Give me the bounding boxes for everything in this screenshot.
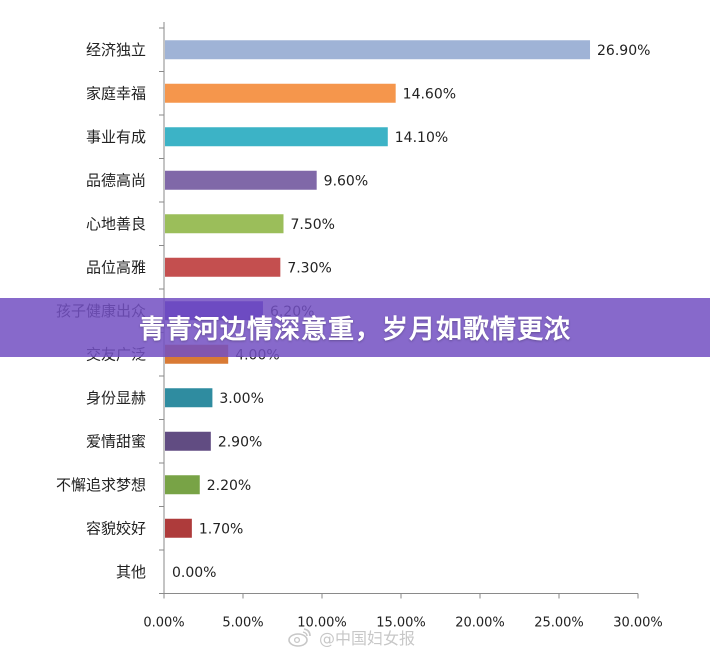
category-label: 心地善良 <box>86 215 146 233</box>
data-label: 26.90% <box>597 43 650 59</box>
bar <box>165 388 213 408</box>
data-label: 1.70% <box>199 521 243 537</box>
category-label: 家庭幸福 <box>86 84 146 102</box>
category-label: 容貌姣好 <box>86 519 146 537</box>
category-label: 其他 <box>116 563 146 581</box>
bar <box>165 127 388 147</box>
title-banner: 青青河边情深意重，岁月如歌情更浓 <box>0 298 710 357</box>
weibo-icon <box>288 628 311 647</box>
bar <box>165 214 284 234</box>
bar <box>165 40 591 60</box>
bar <box>165 518 192 538</box>
x-tick-label: 5.00% <box>222 616 263 631</box>
data-label: 14.60% <box>403 86 456 102</box>
bar <box>165 475 200 495</box>
x-tick-label: 20.00% <box>455 616 505 631</box>
x-tick-label: 30.00% <box>613 616 663 631</box>
category-label: 经济独立 <box>86 41 146 59</box>
x-tick-label: 10.00% <box>297 616 347 631</box>
x-tick-label: 25.00% <box>534 616 584 631</box>
x-tick-label: 15.00% <box>376 616 426 631</box>
watermark-text: @中国妇女报 <box>319 629 416 648</box>
bar <box>165 83 396 103</box>
banner-text: 青青河边情深意重，岁月如歌情更浓 <box>138 315 571 345</box>
data-label: 7.30% <box>287 260 331 276</box>
category-label: 品德高尚 <box>86 171 146 189</box>
data-label: 9.60% <box>324 173 368 189</box>
bar <box>165 257 281 277</box>
category-label: 不懈追求梦想 <box>56 476 146 494</box>
bar <box>165 170 317 190</box>
category-label: 身份显赫 <box>86 389 146 407</box>
data-label: 14.10% <box>395 130 448 146</box>
data-label: 7.50% <box>291 217 335 233</box>
watermark: @中国妇女报 <box>287 624 415 650</box>
data-label: 3.00% <box>219 391 263 407</box>
data-label: 2.20% <box>207 478 251 494</box>
data-label: 0.00% <box>172 565 216 581</box>
bar <box>165 431 211 451</box>
category-label: 事业有成 <box>86 128 146 146</box>
category-label: 品位高雅 <box>86 258 146 276</box>
data-label: 2.90% <box>218 434 262 450</box>
category-label: 爱情甜蜜 <box>86 432 146 450</box>
x-tick-label: 0.00% <box>143 616 184 631</box>
